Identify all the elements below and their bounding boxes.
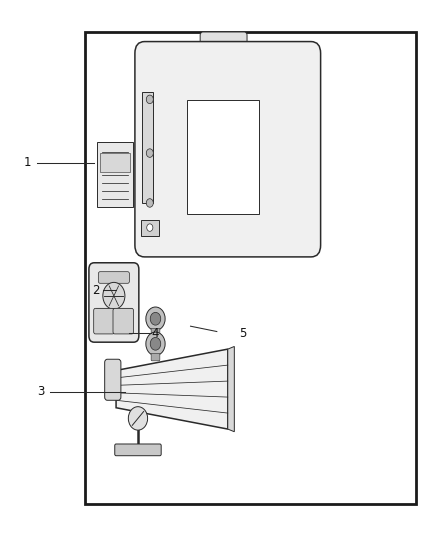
FancyBboxPatch shape bbox=[187, 100, 259, 214]
Circle shape bbox=[146, 307, 165, 330]
FancyBboxPatch shape bbox=[100, 152, 130, 172]
Circle shape bbox=[146, 199, 153, 207]
FancyBboxPatch shape bbox=[98, 272, 130, 284]
FancyBboxPatch shape bbox=[200, 32, 247, 55]
Circle shape bbox=[128, 407, 148, 430]
Polygon shape bbox=[116, 349, 228, 429]
Circle shape bbox=[150, 337, 161, 350]
Circle shape bbox=[146, 149, 153, 157]
FancyBboxPatch shape bbox=[135, 42, 321, 257]
Text: 3: 3 bbox=[37, 385, 45, 398]
FancyBboxPatch shape bbox=[151, 328, 160, 336]
Circle shape bbox=[147, 224, 153, 231]
FancyBboxPatch shape bbox=[85, 32, 416, 504]
FancyBboxPatch shape bbox=[97, 142, 133, 207]
FancyBboxPatch shape bbox=[89, 263, 139, 342]
FancyBboxPatch shape bbox=[105, 359, 121, 400]
Circle shape bbox=[146, 95, 153, 103]
FancyBboxPatch shape bbox=[151, 353, 160, 361]
Circle shape bbox=[146, 332, 165, 356]
FancyBboxPatch shape bbox=[94, 308, 114, 334]
FancyBboxPatch shape bbox=[141, 220, 159, 236]
Polygon shape bbox=[228, 346, 234, 432]
FancyBboxPatch shape bbox=[115, 444, 161, 456]
Text: 2: 2 bbox=[92, 284, 99, 297]
FancyBboxPatch shape bbox=[142, 92, 153, 203]
Text: 4: 4 bbox=[151, 327, 159, 340]
Circle shape bbox=[103, 282, 125, 309]
Text: 1: 1 bbox=[24, 156, 32, 169]
Text: 5: 5 bbox=[239, 327, 246, 340]
FancyBboxPatch shape bbox=[113, 308, 134, 334]
Circle shape bbox=[150, 312, 161, 325]
